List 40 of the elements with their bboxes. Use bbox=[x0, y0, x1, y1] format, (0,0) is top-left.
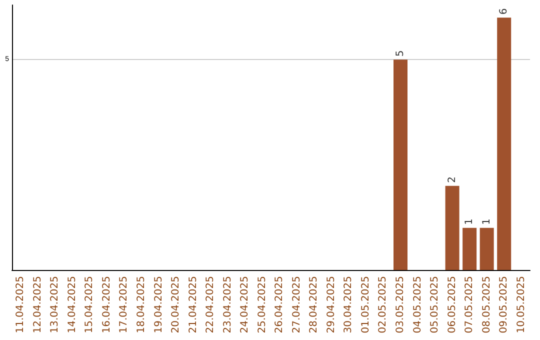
x-tick-label: 25.04.2025 bbox=[256, 276, 268, 334]
x-tick-label: 09.05.2025 bbox=[498, 276, 510, 334]
bar bbox=[445, 186, 460, 270]
x-tick-label: 15.04.2025 bbox=[84, 276, 96, 334]
x-tick-label: 05.05.2025 bbox=[430, 276, 441, 334]
x-tick-label: 11.04.2025 bbox=[15, 276, 26, 334]
x-tick-label: 27.04.2025 bbox=[291, 276, 302, 334]
x-tick-label: 19.04.2025 bbox=[153, 276, 164, 334]
x-tick-label: 16.04.2025 bbox=[101, 276, 112, 334]
x-tick-label: 23.04.2025 bbox=[222, 276, 234, 334]
x-tick-label: 08.05.2025 bbox=[481, 276, 492, 334]
x-tick-label: 07.05.2025 bbox=[464, 276, 476, 334]
x-tick-label: 26.04.2025 bbox=[274, 276, 286, 334]
data-label: 1 bbox=[481, 218, 492, 225]
data-label: 2 bbox=[446, 176, 458, 183]
data-label: 1 bbox=[464, 218, 476, 225]
x-tick-label: 29.04.2025 bbox=[326, 276, 337, 334]
x-tick-label: 22.04.2025 bbox=[205, 276, 216, 334]
x-tick-label: 30.04.2025 bbox=[343, 276, 354, 334]
bar bbox=[497, 18, 512, 270]
x-tick-label: 20.04.2025 bbox=[170, 276, 182, 334]
bar bbox=[462, 228, 477, 270]
x-tick-label: 04.05.2025 bbox=[412, 276, 424, 334]
data-label: 6 bbox=[498, 8, 510, 15]
x-tick-label: 18.04.2025 bbox=[136, 276, 147, 334]
x-tick-label: 21.04.2025 bbox=[188, 276, 199, 334]
x-tick-label: 03.05.2025 bbox=[395, 276, 406, 334]
x-tick-label: 02.05.2025 bbox=[378, 276, 389, 334]
x-tick-label: 17.04.2025 bbox=[118, 276, 130, 334]
bar bbox=[480, 228, 494, 270]
x-tick-label: 12.04.2025 bbox=[32, 276, 44, 334]
x-tick-label: 01.05.2025 bbox=[360, 276, 372, 334]
x-tick-label: 28.04.2025 bbox=[308, 276, 320, 334]
x-tick-label: 10.05.2025 bbox=[516, 276, 527, 334]
x-tick-label: 13.04.2025 bbox=[50, 276, 61, 334]
data-label: 5 bbox=[395, 50, 406, 57]
x-tick-label: 06.05.2025 bbox=[446, 276, 458, 334]
x-tick-label: 24.04.2025 bbox=[240, 276, 251, 334]
bar bbox=[394, 60, 408, 270]
x-tick-label: 14.04.2025 bbox=[66, 276, 78, 334]
